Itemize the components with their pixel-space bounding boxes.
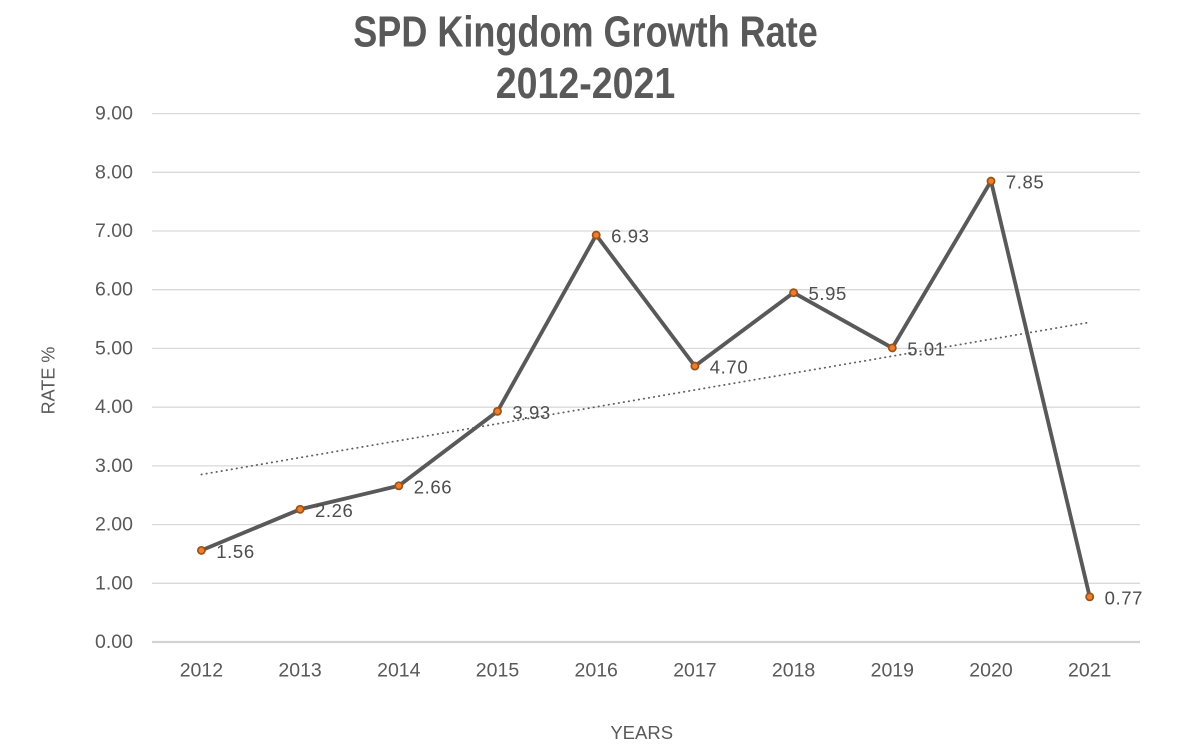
svg-text:5.01: 5.01 — [907, 338, 945, 359]
svg-text:2.26: 2.26 — [315, 500, 353, 521]
svg-text:2019: 2019 — [871, 660, 914, 682]
svg-text:6.00: 6.00 — [95, 279, 133, 301]
svg-text:4.00: 4.00 — [95, 396, 133, 418]
svg-text:2020: 2020 — [969, 660, 1013, 682]
svg-text:SPD Kingdom Growth Rate: SPD Kingdom Growth Rate — [353, 8, 818, 57]
svg-text:7.85: 7.85 — [1006, 172, 1044, 193]
svg-text:2018: 2018 — [772, 660, 815, 682]
svg-text:0.77: 0.77 — [1105, 587, 1143, 608]
svg-text:8.00: 8.00 — [95, 161, 133, 183]
svg-text:7.00: 7.00 — [95, 220, 133, 242]
svg-text:2016: 2016 — [575, 660, 618, 682]
svg-text:2015: 2015 — [476, 660, 520, 682]
svg-text:YEARS: YEARS — [610, 722, 673, 743]
svg-text:2021: 2021 — [1068, 660, 1111, 682]
svg-text:3.93: 3.93 — [512, 402, 550, 423]
svg-text:2013: 2013 — [278, 660, 321, 682]
svg-text:1.00: 1.00 — [95, 572, 133, 594]
svg-text:5.95: 5.95 — [809, 283, 847, 304]
svg-text:2012-2021: 2012-2021 — [496, 59, 676, 108]
svg-text:1.56: 1.56 — [216, 541, 254, 562]
svg-text:0.00: 0.00 — [95, 631, 133, 653]
svg-text:6.93: 6.93 — [611, 226, 649, 247]
svg-text:2017: 2017 — [673, 660, 716, 682]
svg-text:2012: 2012 — [180, 660, 223, 682]
svg-text:2.00: 2.00 — [95, 514, 133, 536]
svg-text:RATE %: RATE % — [38, 347, 58, 415]
svg-text:5.00: 5.00 — [95, 337, 133, 359]
svg-text:2.66: 2.66 — [414, 476, 452, 497]
svg-text:4.70: 4.70 — [710, 357, 748, 378]
svg-text:3.00: 3.00 — [95, 455, 133, 477]
svg-text:2014: 2014 — [377, 660, 421, 682]
svg-text:9.00: 9.00 — [95, 103, 133, 125]
